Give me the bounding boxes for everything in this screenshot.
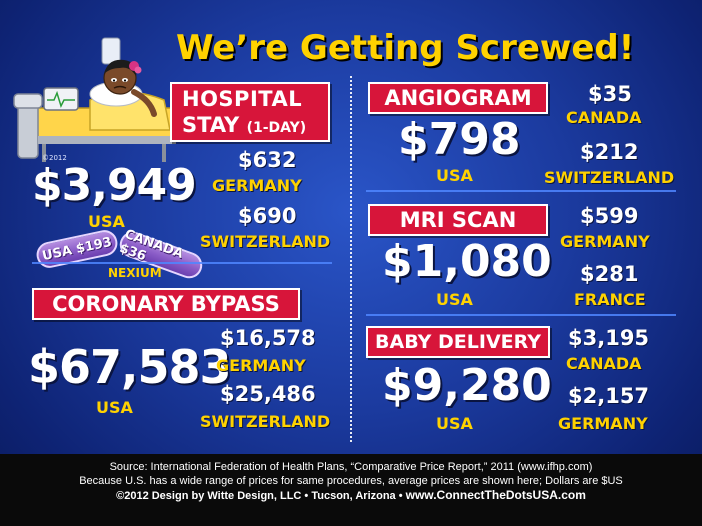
hospital-switzerland-country: SWITZERLAND (200, 232, 331, 251)
hospital-switzerland-price: $690 (238, 204, 297, 228)
baby-germany-price: $2,157 (568, 384, 650, 408)
hospital-label-sub: (1-DAY) (246, 120, 307, 136)
hospital-usa-label: USA (88, 212, 125, 231)
footer-credit-text: ©2012 Design by Witte Design, LLC • Tucs… (116, 490, 406, 502)
angiogram-switzerland-price: $212 (580, 140, 639, 164)
angiogram-usa-label: USA (436, 166, 473, 185)
mri-germany-country: GERMANY (560, 232, 650, 251)
angiogram-label: ANGIOGRAM (368, 82, 548, 114)
nexium-usa-pill-text: USA $193 (40, 234, 114, 264)
baby-germany-country: GERMANY (558, 414, 648, 433)
hospital-germany-country: GERMANY (212, 176, 302, 195)
angiogram-canada-country: CANADA (566, 108, 642, 127)
illustration-copyright: ©2012 (42, 154, 67, 162)
nexium-label: NEXIUM (108, 266, 162, 280)
baby-usa-price: $9,280 (382, 360, 552, 411)
baby-canada-price: $3,195 (568, 326, 650, 350)
baby-usa-label: USA (436, 414, 473, 433)
coronary-germany-country: GERMANY (216, 356, 306, 375)
patient-in-bed-illustration: ©2012 (13, 37, 176, 162)
divider-right-2 (366, 314, 676, 316)
source-footer: Source: International Federation of Heal… (0, 454, 702, 526)
mri-usa-price: $1,080 (382, 236, 552, 287)
footer-source-line: Source: International Federation of Heal… (109, 461, 593, 473)
baby-canada-country: CANADA (566, 354, 642, 373)
coronary-germany-price: $16,578 (220, 326, 316, 350)
hospital-stay-label: HOSPITAL STAY (1-DAY) (170, 82, 330, 142)
footer-note-line: Because U.S. has a wide range of prices … (79, 475, 623, 487)
coronary-usa-label: USA (96, 398, 133, 417)
coronary-switzerland-price: $25,486 (220, 382, 316, 406)
baby-delivery-label: BABY DELIVERY (366, 326, 550, 358)
hospital-usa-price: $3,949 (32, 160, 197, 211)
divider-right-1 (366, 190, 676, 192)
mri-usa-label: USA (436, 290, 473, 309)
divider-left (32, 262, 332, 264)
angiogram-canada-price: $35 (588, 82, 632, 106)
hospital-label-line1: HOSPITAL (182, 87, 303, 111)
coronary-bypass-label: CORONARY BYPASS (32, 288, 300, 320)
footer-website-link[interactable]: www.ConnectTheDotsUSA.com (405, 488, 586, 502)
coronary-switzerland-country: SWITZERLAND (200, 412, 331, 431)
hospital-germany-price: $632 (238, 148, 297, 172)
mri-france-country: FRANCE (574, 290, 646, 309)
coronary-usa-price: $67,583 (28, 340, 232, 394)
poster-title: We’re Getting Screwed! (176, 28, 635, 68)
footer-credit-line: ©2012 Design by Witte Design, LLC • Tucs… (0, 488, 702, 503)
center-divider (350, 76, 352, 442)
mri-scan-label: MRI SCAN (368, 204, 548, 236)
angiogram-usa-price: $798 (398, 114, 521, 165)
mri-germany-price: $599 (580, 204, 639, 228)
mri-france-price: $281 (580, 262, 639, 286)
hospital-label-main: STAY (182, 113, 240, 137)
angiogram-switzerland-country: SWITZERLAND (544, 168, 675, 187)
